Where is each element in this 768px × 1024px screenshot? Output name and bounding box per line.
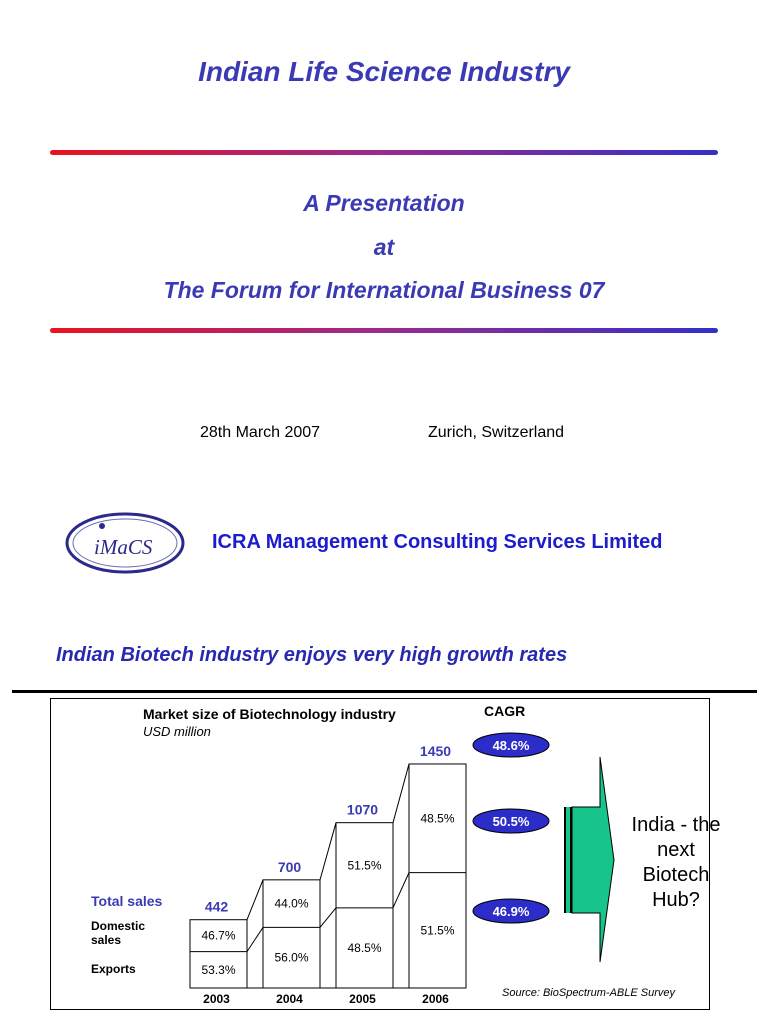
gradient-divider-top bbox=[50, 150, 718, 155]
total-label-2005: 1070 bbox=[347, 802, 378, 818]
exports-pct-2005: 48.5% bbox=[347, 941, 381, 955]
domestic-pct-2003: 46.7% bbox=[201, 929, 235, 943]
bar-2004 bbox=[262, 879, 321, 989]
cagr-badge-2 bbox=[472, 808, 550, 834]
year-label-2006: 2006 bbox=[422, 992, 449, 1006]
cagr-value-1: 48.6% bbox=[493, 738, 530, 753]
subtitle-line-3: The Forum for International Business 07 bbox=[163, 277, 605, 303]
cagr-badge-3 bbox=[472, 898, 550, 924]
chart-unit: USD million bbox=[143, 724, 211, 739]
total-label-2004: 700 bbox=[278, 859, 302, 875]
gradient-divider-bottom bbox=[50, 328, 718, 333]
exports-pct-2006: 51.5% bbox=[420, 923, 454, 937]
subtitle-line-1: A Presentation bbox=[303, 190, 465, 216]
exports-pct-2004: 56.0% bbox=[274, 951, 308, 965]
total-label-2006: 1450 bbox=[420, 743, 451, 759]
total-sales-label: Total sales bbox=[91, 893, 163, 909]
connector-split bbox=[246, 927, 264, 952]
year-label-2005: 2005 bbox=[349, 992, 376, 1006]
connector-total bbox=[246, 879, 264, 920]
subtitle-line-2: at bbox=[373, 234, 395, 260]
total-label-2003: 442 bbox=[205, 899, 229, 915]
connector-split bbox=[392, 872, 410, 909]
presentation-date: 28th March 2007 bbox=[200, 424, 321, 441]
organization-name: ICRA Management Consulting Services Limi… bbox=[212, 531, 663, 553]
connector-total bbox=[392, 763, 410, 823]
year-label-2003: 2003 bbox=[203, 992, 230, 1006]
india-hub-callout: India - the next Biotech Hub? bbox=[631, 814, 721, 911]
presentation-location: Zurich, Switzerland bbox=[428, 424, 565, 441]
cagr-value-2: 50.5% bbox=[493, 814, 530, 829]
domestic-sales-label: Domestic sales bbox=[91, 919, 146, 947]
slide-headline: Indian Biotech industry enjoys very high… bbox=[56, 644, 568, 666]
slide-top-rule bbox=[12, 690, 757, 693]
exports-label: Exports bbox=[91, 962, 136, 976]
connector-split bbox=[319, 907, 337, 928]
chart-title: Market size of Biotechnology industry bbox=[143, 706, 396, 722]
growth-arrow bbox=[564, 756, 615, 963]
domestic-pct-2006: 48.5% bbox=[420, 811, 454, 825]
cagr-value-3: 46.9% bbox=[493, 904, 530, 919]
bar-2005 bbox=[335, 822, 394, 989]
year-label-2004: 2004 bbox=[276, 992, 303, 1006]
logo-text: iMaCS bbox=[94, 535, 153, 559]
domestic-pct-2004: 44.0% bbox=[274, 897, 308, 911]
connector-total bbox=[319, 822, 337, 880]
exports-pct-2003: 53.3% bbox=[201, 963, 235, 977]
bar-2003 bbox=[189, 919, 248, 989]
bar-2006 bbox=[408, 763, 467, 989]
domestic-pct-2005: 51.5% bbox=[347, 858, 381, 872]
cagr-heading: CAGR bbox=[484, 703, 526, 719]
chart-frame bbox=[50, 698, 710, 1010]
imacs-logo: iMaCS bbox=[64, 508, 189, 581]
cagr-badge-1 bbox=[472, 732, 550, 758]
presentation-title: Indian Life Science Industry bbox=[198, 56, 570, 87]
chart-source: Source: BioSpectrum-ABLE Survey bbox=[502, 987, 676, 999]
